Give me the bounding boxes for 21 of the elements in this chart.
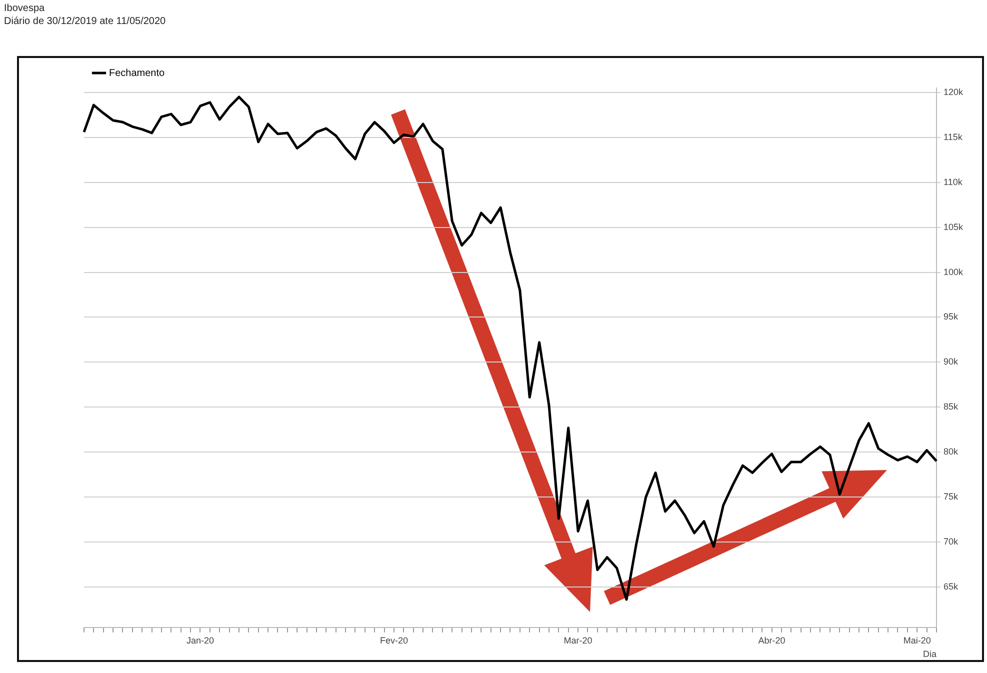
y-tick-label: 95k	[943, 312, 958, 322]
x-tick-label: Mar-20	[564, 635, 592, 646]
y-tick-label: 70k	[943, 536, 958, 546]
chart-subtitle: Diário de 30/12/2019 ate 11/05/2020	[4, 15, 166, 28]
y-tick-label: 90k	[943, 356, 958, 367]
y-tick-label: 65k	[943, 581, 958, 592]
x-tick-label: Mai-20	[903, 635, 931, 646]
y-tick-label: 110k	[943, 176, 963, 187]
y-tick-label: 85k	[943, 402, 958, 412]
x-axis-title: Dia	[922, 649, 936, 660]
y-tick-label: 80k	[943, 446, 958, 457]
x-tick-label: Abr-20	[758, 635, 786, 646]
x-tick-label: Fev-20	[380, 635, 408, 646]
y-tick-label: 75k	[943, 492, 958, 502]
y-tick-label: 105k	[943, 222, 964, 232]
y-tick-label: 120k	[943, 86, 964, 97]
legend-label: Fechamento	[109, 68, 166, 79]
y-tick-label: 100k	[943, 266, 964, 277]
y-tick-label: 115k	[943, 132, 963, 142]
x-tick-label: Jan-20	[186, 635, 214, 646]
chart-title: Ibovespa	[4, 2, 46, 15]
